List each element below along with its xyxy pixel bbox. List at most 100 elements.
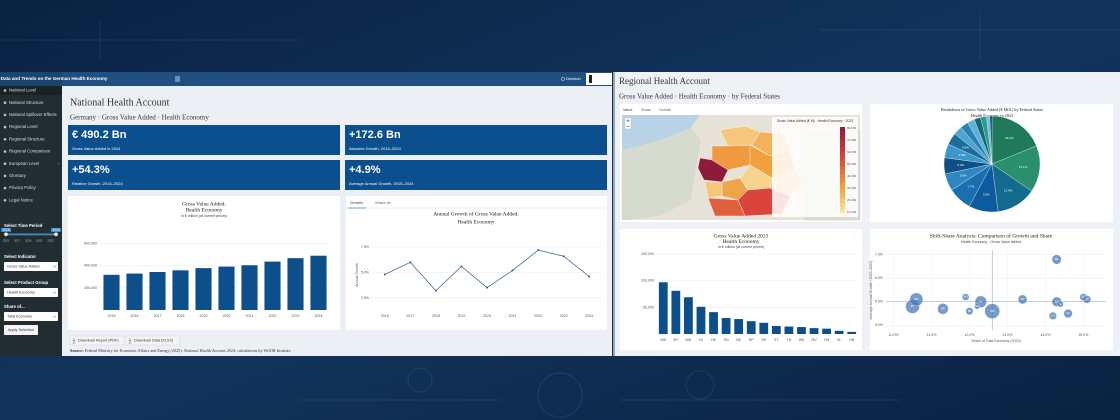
x-tick-label: HB (849, 338, 855, 342)
x-tick-label: 15.0% (1078, 333, 1089, 337)
chart-title: Gross Value Added 2023 (714, 233, 769, 239)
download-data[interactable]: Download Data (XLSX) (125, 335, 181, 346)
y-axis-label: Average Annual Growth (2015–2023) (869, 260, 873, 319)
bar (658, 282, 668, 334)
x-tick-label: 13.0% (1002, 333, 1013, 337)
bubble (974, 303, 980, 310)
source-rest: ; calculations by WifOR Institute. (235, 348, 291, 353)
dropdown[interactable] (4, 312, 58, 321)
menu-item[interactable]: Glossary (9, 173, 27, 178)
y-tick-label: 400,000 (84, 264, 97, 268)
x-tick-label: 2018 (432, 314, 440, 318)
bar (287, 258, 304, 310)
tab[interactable]: Share of... (375, 200, 393, 205)
y-axis-label: Annual Growth (355, 263, 359, 287)
x-tick-label: 2023 (292, 314, 300, 318)
menu-item[interactable]: Regional Comparison (9, 149, 51, 154)
menu-icon (3, 113, 7, 117)
x-tick-label: 2018 (177, 314, 185, 318)
dropdown-caret (52, 315, 57, 318)
bubble-label: MV (1081, 295, 1085, 299)
bubble-label: BB (968, 309, 972, 313)
map-tab[interactable]: Growth (659, 108, 671, 112)
slider-tick: 2015 (3, 239, 10, 243)
x-tick-label: BB (799, 338, 804, 342)
button-label[interactable]: Download Report (PDF) (78, 339, 119, 343)
slice-label: 3.9% (962, 145, 969, 149)
slider-value: 2015 (2, 228, 9, 232)
x-tick-label: SH (761, 338, 766, 342)
dropdown[interactable] (4, 288, 58, 297)
x-tick-label: TH (787, 338, 792, 342)
menu-item[interactable]: National Structure (9, 100, 44, 105)
bubble (1048, 311, 1057, 320)
x-tick-label: 2017 (406, 314, 414, 318)
chart-subtitle: Health Economy · Gross Value Added (961, 240, 1021, 244)
bar (822, 328, 831, 334)
apply-button-label[interactable]: Apply Selection (8, 328, 34, 332)
chart-title: Health Economy (722, 239, 759, 245)
button[interactable] (125, 335, 181, 346)
x-tick-label: 2020 (483, 314, 491, 318)
button[interactable] (69, 335, 125, 346)
y-tick-label: 50,000 (643, 305, 654, 309)
slider-handle[interactable] (54, 232, 58, 237)
tab[interactable]: Growth (350, 200, 363, 205)
zoom-buttons[interactable] (626, 119, 630, 127)
filter-label: Select Product Group (4, 280, 49, 285)
slider-handle[interactable] (4, 232, 8, 237)
point (434, 289, 437, 292)
legend-tick: 60,000 (847, 150, 857, 154)
legend-tick: 50,000 (847, 162, 857, 166)
bubble-label: ST (1085, 297, 1089, 301)
slider-tick: 2019 (25, 239, 32, 243)
chart-title: Health Economy (185, 207, 222, 213)
bubble-label: NI (980, 299, 983, 303)
dropdown-value[interactable]: Total Economy (7, 315, 32, 319)
ministry-logo (586, 73, 612, 85)
dropdown-value[interactable]: Health Economy (7, 291, 35, 295)
point (537, 249, 540, 252)
zoom-control[interactable] (624, 117, 632, 130)
bubble (1017, 294, 1028, 305)
button-label[interactable]: Download Data (XLSX) (134, 339, 174, 343)
value-box (345, 160, 607, 190)
dropdown-value[interactable]: Gross Value Added (7, 265, 39, 269)
point (562, 255, 565, 258)
bar (797, 327, 806, 334)
menu-item[interactable]: Legal Notice (9, 197, 33, 202)
menu-toggle[interactable] (175, 76, 180, 82)
zoom-box[interactable] (624, 117, 632, 130)
dropdown[interactable] (4, 262, 58, 271)
menu-item[interactable]: National Spillover Effects (9, 112, 57, 117)
x-tick-label: MV (811, 338, 817, 342)
download-icon (128, 338, 132, 344)
filter-label: Share of... (4, 304, 25, 309)
apply-button[interactable] (4, 325, 38, 335)
menu-item[interactable]: European Level (9, 161, 39, 166)
menu-item[interactable]: National Level (9, 88, 36, 93)
x-axis-label: Share of Total Economy (2023) (971, 339, 1020, 343)
bubble (1051, 254, 1062, 265)
language-switch[interactable]: Deutsch (566, 76, 581, 81)
menu-item[interactable]: Privacy Policy (9, 185, 37, 190)
chart-title: Breakdown of Gross Value Added (€ Mill.)… (941, 107, 1044, 112)
x-tick-label: BW (686, 338, 692, 342)
slider-range[interactable] (6, 233, 56, 236)
page-title: National Health Account (70, 97, 170, 108)
bar (126, 273, 143, 310)
bubble-label: BE (1055, 257, 1059, 261)
x-tick-label: 2022 (534, 314, 542, 318)
x-tick-label: SL (837, 338, 841, 342)
y-tick-label: 6.0% (875, 276, 884, 280)
y-tick-label: 200,000 (84, 286, 97, 290)
bubble-label: RP (1021, 297, 1025, 301)
bar (149, 272, 166, 310)
menu-item[interactable]: Regional Structure (9, 136, 45, 141)
active-menu-item (0, 86, 62, 95)
map-tab[interactable]: Value (623, 108, 632, 112)
download-report[interactable]: Download Report (PDF) (69, 335, 125, 346)
map-tab[interactable]: Share (641, 108, 651, 112)
menu-item[interactable]: Regional Level (9, 124, 37, 129)
bubble (1063, 309, 1073, 318)
